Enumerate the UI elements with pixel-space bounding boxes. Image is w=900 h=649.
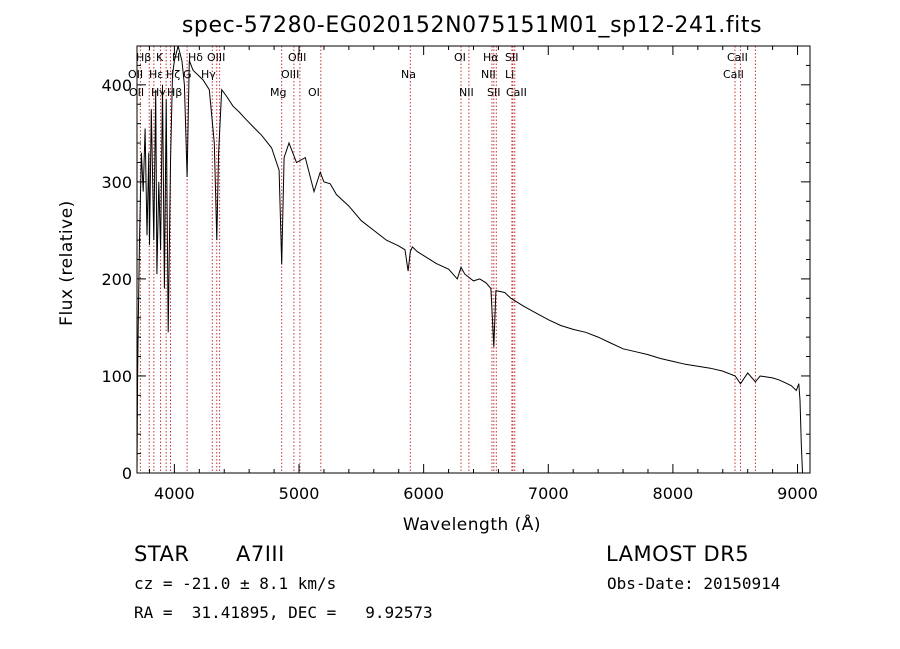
line-label: SII: [487, 86, 500, 99]
line-label: K: [156, 51, 164, 64]
x-tick-label: 9000: [777, 484, 818, 503]
line-label: CaII: [727, 51, 748, 64]
y-tick-label: 0: [122, 464, 132, 483]
line-label: OIII: [288, 51, 306, 64]
line-label: Hβ: [167, 86, 182, 99]
subclass: A7III: [236, 542, 285, 566]
line-label: Mg: [270, 86, 286, 99]
line-label: Hγ: [151, 86, 166, 99]
line-label: CaII: [723, 68, 744, 81]
line-label: Hα: [483, 51, 499, 64]
coordinates: RA = 31.41895, DEC = 9.92573: [134, 603, 433, 622]
y-axis-ticks: 0 100 200 300 400: [101, 64, 810, 483]
line-label: H: [172, 51, 180, 64]
y-axis-label: Flux (relative): [57, 200, 77, 326]
x-axis-label: Wavelength (Å): [403, 513, 541, 535]
line-label: Hε: [149, 68, 163, 81]
line-label: OIII: [281, 68, 299, 81]
line-label: G: [183, 68, 192, 81]
line-label: Hβ: [136, 51, 151, 64]
line-label: OI: [454, 51, 466, 64]
x-tick-label: 8000: [653, 484, 694, 503]
line-label: Hγ: [201, 68, 216, 81]
y-tick-label: 400: [101, 76, 132, 95]
line-label: OIII: [207, 51, 225, 64]
line-label: Hζ: [166, 68, 180, 81]
x-tick-label: 5000: [279, 484, 320, 503]
line-label: CaII: [506, 86, 527, 99]
plot-frame: [136, 45, 811, 474]
y-tick-label: 200: [101, 270, 132, 289]
marker-lines: [139, 46, 756, 473]
line-label: Li: [505, 68, 514, 81]
line-label: OI: [308, 86, 320, 99]
x-axis-ticks: 4000 5000 6000 7000 8000 9000: [148, 46, 818, 503]
y-tick-label: 100: [101, 367, 132, 386]
spectrum-line: [136, 45, 803, 474]
line-label: Na: [401, 68, 416, 81]
line-label: SII: [505, 51, 518, 64]
line-label: NII: [481, 68, 496, 81]
object-type: STAR: [134, 542, 190, 566]
survey-label: LAMOST DR5: [606, 542, 750, 566]
line-label: OII: [128, 68, 143, 81]
x-tick-label: 7000: [528, 484, 569, 503]
x-tick-label: 4000: [154, 484, 195, 503]
chart-title: spec-57280-EG020152N075151M01_sp12-241.f…: [182, 13, 762, 38]
line-label: Hδ: [188, 51, 203, 64]
y-tick-label: 300: [101, 173, 132, 192]
x-tick-label: 6000: [403, 484, 444, 503]
line-label: NII: [459, 86, 474, 99]
redshift-value: cz = -21.0 ± 8.1 km/s: [134, 574, 337, 593]
obs-date: Obs-Date: 20150914: [607, 574, 781, 593]
